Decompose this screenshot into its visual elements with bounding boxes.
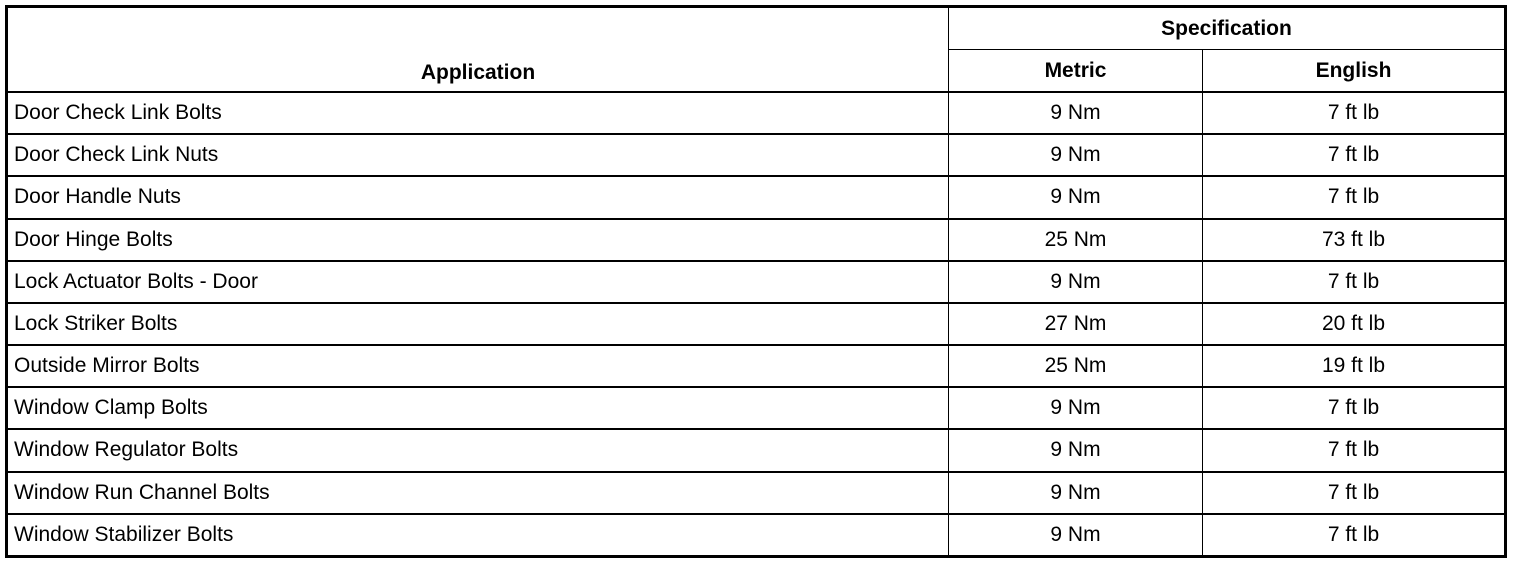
cell-application: Window Regulator Bolts [6, 428, 949, 473]
cell-metric: 9 Nm [948, 175, 1203, 220]
cell-application: Window Stabilizer Bolts [6, 512, 949, 558]
table-row: Window Run Channel Bolts 9 Nm 7 ft lb [6, 470, 1506, 515]
cell-english: 20 ft lb [1202, 301, 1506, 347]
cell-metric: 9 Nm [948, 90, 1203, 136]
cell-english: 7 ft lb [1202, 470, 1506, 515]
cell-metric: 9 Nm [948, 133, 1203, 178]
table-row: Window Regulator Bolts 9 Nm 7 ft lb [6, 428, 1506, 473]
cell-application: Window Clamp Bolts [6, 386, 949, 431]
cell-metric: 9 Nm [948, 259, 1203, 304]
cell-english: 19 ft lb [1202, 344, 1506, 389]
table-row: Lock Actuator Bolts - Door 9 Nm 7 ft lb [6, 259, 1506, 304]
cell-metric: 9 Nm [948, 428, 1203, 473]
cell-english: 7 ft lb [1202, 428, 1506, 473]
cell-metric: 25 Nm [948, 217, 1203, 262]
cell-english: 73 ft lb [1202, 217, 1506, 262]
cell-application: Window Run Channel Bolts [6, 470, 949, 515]
header-metric: Metric [948, 49, 1203, 93]
cell-metric: 27 Nm [948, 301, 1203, 347]
fastener-spec-table: Application Specification Metric English… [5, 5, 1507, 558]
cell-metric: 9 Nm [948, 386, 1203, 431]
cell-english: 7 ft lb [1202, 175, 1506, 220]
table-row: Door Check Link Nuts 9 Nm 7 ft lb [6, 133, 1506, 178]
table-row: Door Hinge Bolts 25 Nm 73 ft lb [6, 217, 1506, 262]
cell-english: 7 ft lb [1202, 386, 1506, 431]
cell-english: 7 ft lb [1202, 133, 1506, 178]
cell-application: Lock Actuator Bolts - Door [6, 259, 949, 304]
table-row: Window Clamp Bolts 9 Nm 7 ft lb [6, 386, 1506, 431]
table-row: Door Handle Nuts 9 Nm 7 ft lb [6, 175, 1506, 220]
cell-application: Lock Striker Bolts [6, 301, 949, 347]
cell-application: Door Handle Nuts [6, 175, 949, 220]
header-english: English [1202, 49, 1506, 93]
table-row: Outside Mirror Bolts 25 Nm 19 ft lb [6, 344, 1506, 389]
cell-application: Door Check Link Nuts [6, 133, 949, 178]
cell-english: 7 ft lb [1202, 512, 1506, 558]
cell-application: Door Hinge Bolts [6, 217, 949, 262]
cell-metric: 9 Nm [948, 512, 1203, 558]
table-row: Window Stabilizer Bolts 9 Nm 7 ft lb [6, 512, 1506, 558]
cell-metric: 25 Nm [948, 344, 1203, 389]
table-row: Lock Striker Bolts 27 Nm 20 ft lb [6, 301, 1506, 347]
cell-application: Outside Mirror Bolts [6, 344, 949, 389]
header-specification: Specification [948, 5, 1506, 50]
cell-metric: 9 Nm [948, 470, 1203, 515]
table-row: Door Check Link Bolts 9 Nm 7 ft lb [6, 90, 1506, 136]
cell-english: 7 ft lb [1202, 90, 1506, 136]
cell-english: 7 ft lb [1202, 259, 1506, 304]
cell-application: Door Check Link Bolts [6, 90, 949, 136]
header-application: Application [6, 5, 949, 93]
